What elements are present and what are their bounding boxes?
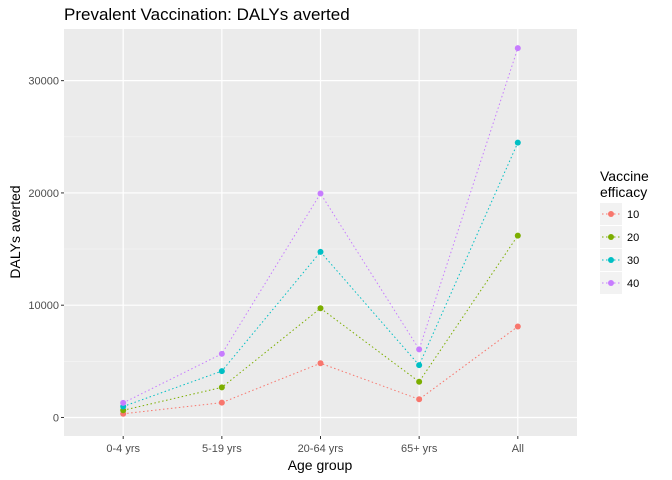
legend-items: 10 20 30 40: [600, 203, 639, 294]
x-tick-label: 20-64 yrs: [298, 443, 344, 455]
x-tick-label: 65+ yrs: [401, 443, 438, 455]
data-point-30: [514, 139, 521, 146]
data-point-10: [218, 399, 225, 406]
data-point-30: [416, 362, 423, 369]
y-tick-label: 30000: [28, 76, 59, 88]
data-point-30: [218, 368, 225, 375]
data-point-40: [514, 45, 521, 52]
y-axis-title: DALYs averted: [7, 185, 23, 278]
data-point-20: [218, 384, 225, 391]
data-point-40: [416, 346, 423, 353]
legend: Vaccine efficacy 10 20 30 40: [600, 168, 649, 294]
legend-key-point: [608, 211, 614, 217]
x-axis-title: Age group: [288, 457, 353, 473]
series-10: [120, 323, 521, 417]
x-tick-label: 0-4 yrs: [106, 443, 140, 455]
legend-title-line-1: Vaccine: [600, 168, 649, 184]
legend-item-30: 30: [600, 249, 639, 271]
data-point-10: [317, 360, 324, 367]
data-point-20: [317, 305, 324, 312]
x-axis: 0-4 yrs 5-19 yrs 20-64 yrs 65+ yrs All: [106, 436, 524, 455]
y-tick-label: 0: [53, 412, 59, 424]
data-point-40: [317, 190, 324, 197]
chart-title: Prevalent Vaccination: DALYs averted: [64, 5, 350, 24]
series-40: [120, 45, 521, 406]
y-tick-label: 10000: [28, 300, 59, 312]
gridlines: [64, 29, 577, 436]
legend-key-point: [608, 234, 614, 240]
legend-key-point: [608, 257, 614, 263]
series-layer: [120, 45, 521, 417]
y-axis: 0 10000 20000 30000: [28, 76, 64, 424]
series-line-40: [122, 47, 519, 404]
data-point-20: [514, 232, 521, 239]
x-tick-label: 5-19 yrs: [202, 443, 242, 455]
legend-title-line-2: efficacy: [600, 184, 647, 200]
legend-label: 30: [627, 255, 639, 267]
legend-label: 20: [627, 232, 639, 244]
legend-key-point: [608, 280, 614, 286]
legend-item-20: 20: [600, 226, 639, 248]
legend-label: 10: [627, 209, 639, 221]
data-point-40: [120, 399, 127, 406]
legend-item-10: 10: [600, 203, 639, 225]
legend-item-40: 40: [600, 272, 639, 294]
data-point-10: [416, 396, 423, 403]
x-tick-label: All: [512, 443, 524, 455]
data-point-40: [218, 350, 225, 357]
data-point-20: [416, 378, 423, 385]
legend-label: 40: [627, 278, 639, 290]
data-point-10: [514, 323, 521, 330]
data-point-30: [317, 248, 324, 255]
y-tick-label: 20000: [28, 188, 59, 200]
